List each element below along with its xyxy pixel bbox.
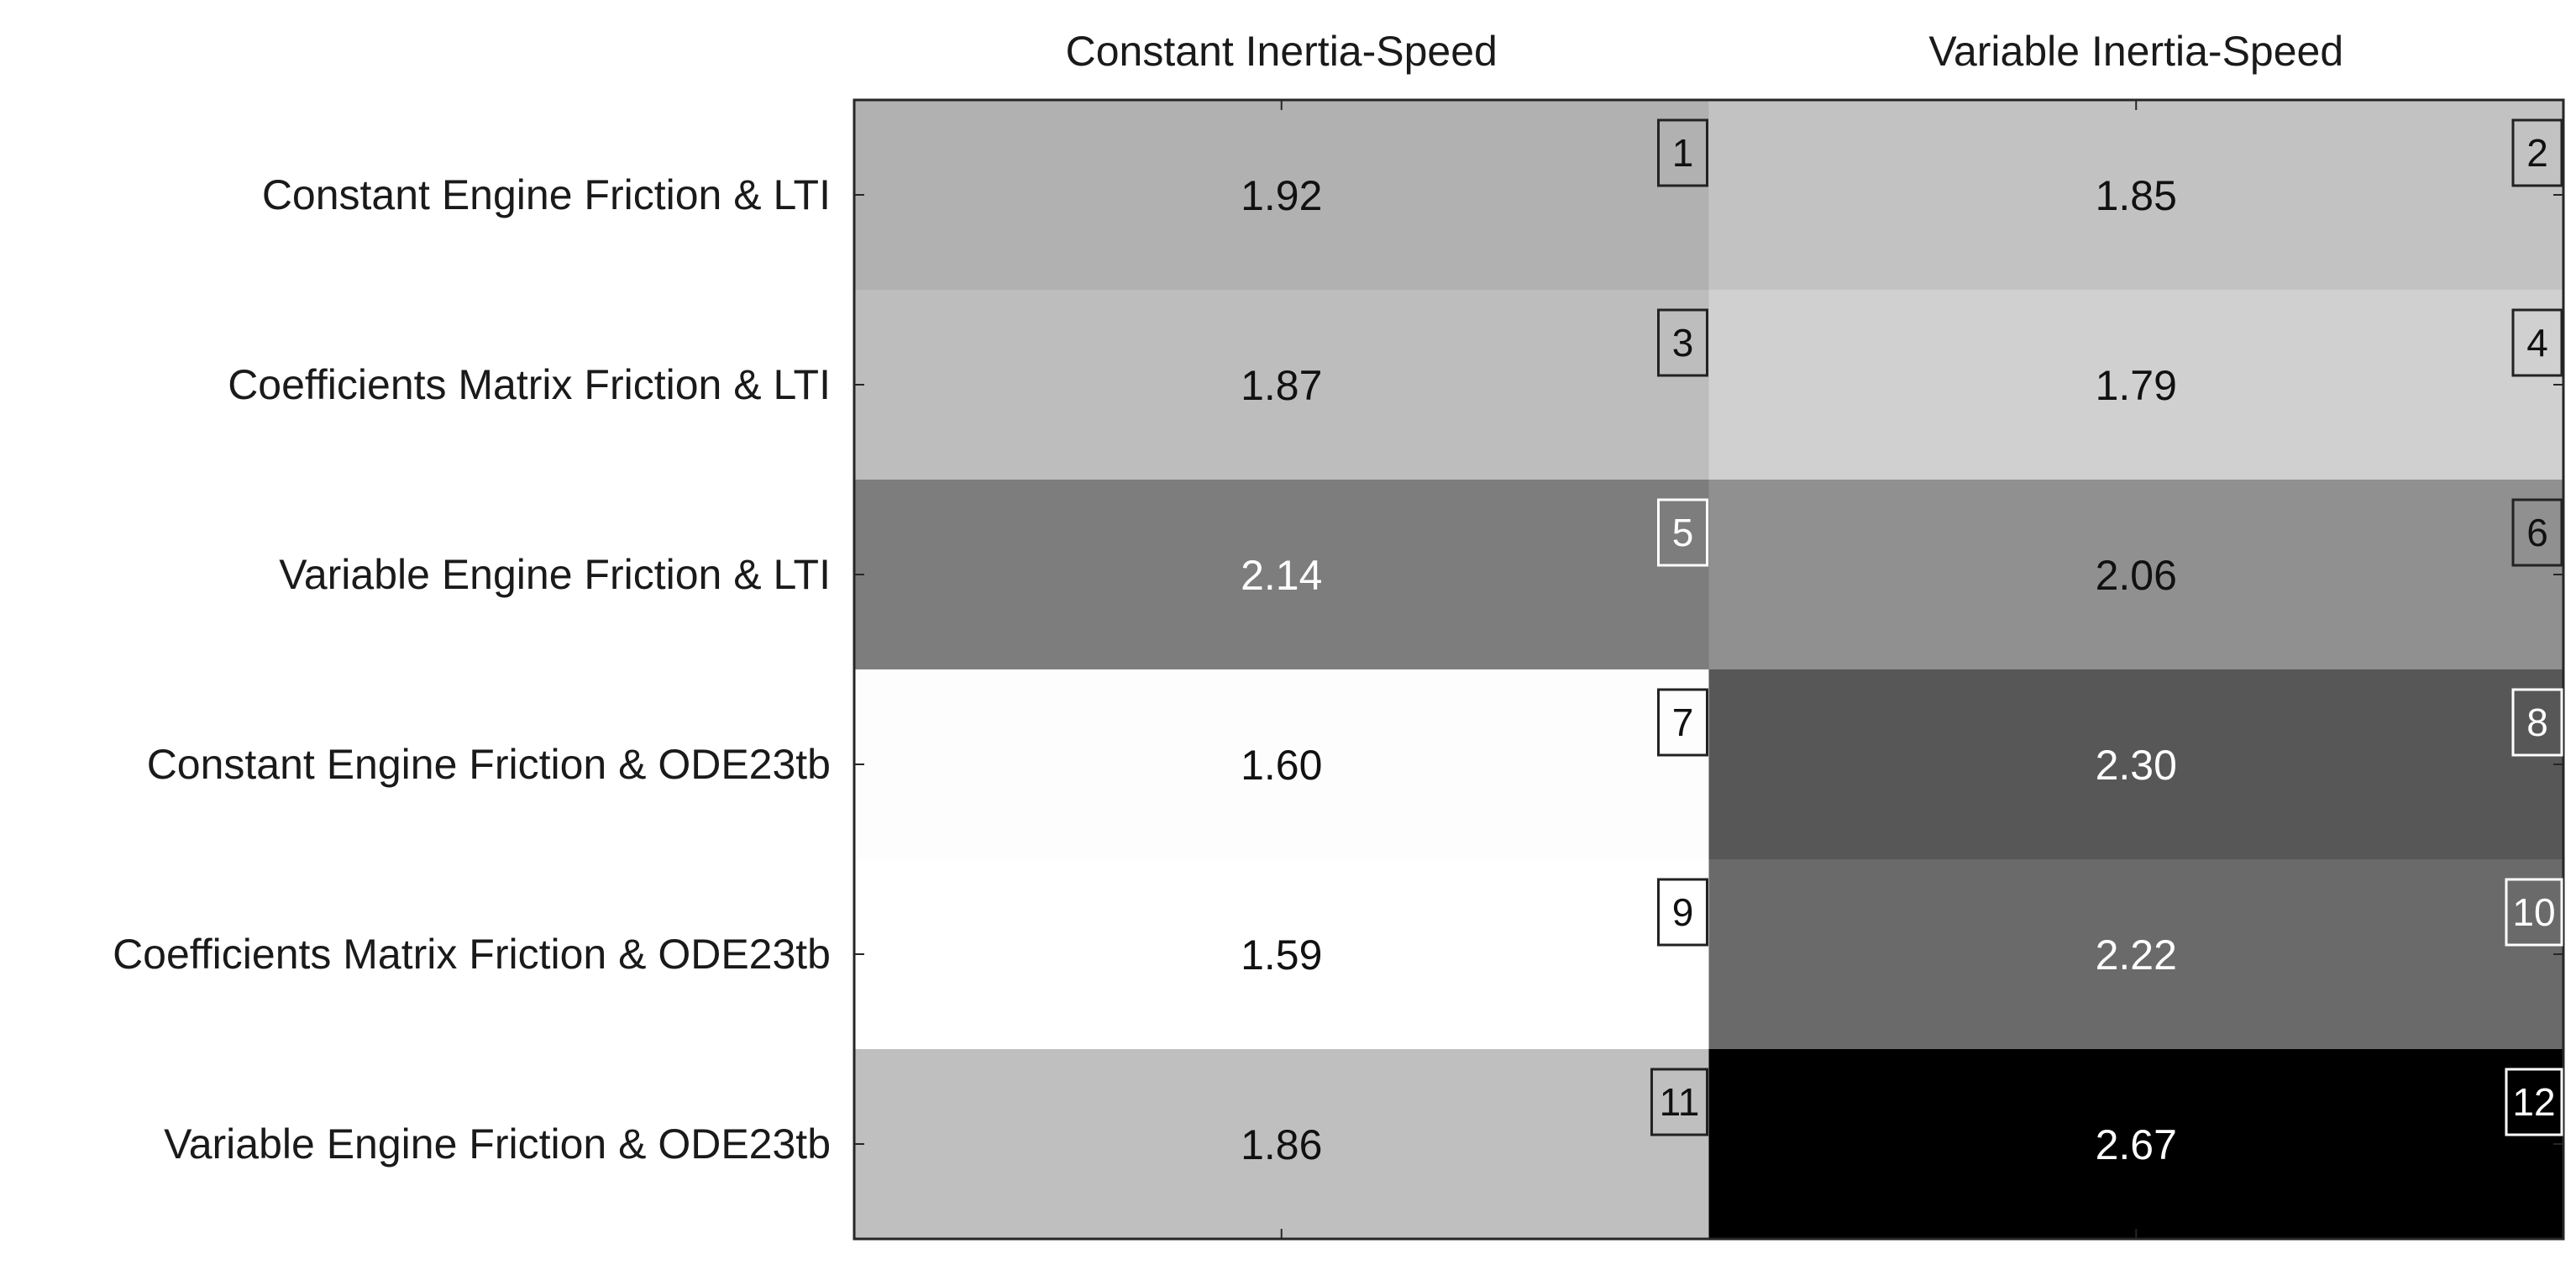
heatmap-cell-r6-c1: [854, 1049, 1709, 1240]
cell-value-r6-c1: 1.86: [1241, 1121, 1322, 1168]
cell-id-badge-r2-c2: [2511, 308, 2563, 377]
cell-id-badge-r3-c2: [2511, 498, 2563, 567]
cell-value-r4-c2: 2.30: [2096, 742, 2177, 789]
cell-id-badge-r4-c2: [2511, 688, 2563, 757]
heatmap-cell-r3-c2: [1708, 480, 2564, 670]
cell-value-r5-c1: 1.59: [1241, 932, 1322, 979]
heatmap-cell-r1-c1: [854, 100, 1709, 291]
cell-id-label-r1-c1: 1: [1672, 131, 1694, 175]
row-label-5: Coefficients Matrix Friction & ODE23tb: [113, 931, 831, 978]
row-labels: Constant Engine Friction & LTI Coefficien…: [113, 171, 831, 1168]
heatmap-cell-r4-c2: [1708, 669, 2564, 860]
cell-id-badge-r3-c1: [1657, 498, 1708, 567]
cell-id-badge-r2-c1: [1657, 308, 1708, 377]
heatmap-cell-r1-c2: [1708, 100, 2564, 291]
column-labels: Constant Inertia-Speed Variable Inertia-S…: [1066, 28, 2344, 75]
cell-value-r6-c2: 2.67: [2096, 1121, 2177, 1168]
row-label-6: Variable Engine Friction & ODE23tb: [164, 1120, 831, 1168]
row-label-2: Coefficients Matrix Friction & LTI: [228, 361, 831, 408]
axis-ticks: [854, 100, 2563, 1239]
cell-id-label-r3-c1: 5: [1672, 511, 1694, 554]
cell-id-label-r1-c2: 2: [2526, 131, 2548, 175]
row-label-4: Constant Engine Friction & ODE23tb: [147, 741, 831, 788]
cell-value-r2-c2: 1.79: [2096, 362, 2177, 409]
heatmap-cell-r3-c1: [854, 480, 1709, 670]
cell-id-label-r2-c1: 3: [1672, 321, 1694, 365]
cell-value-r5-c2: 2.22: [2096, 932, 2177, 979]
heatmap-cell-r5-c1: [854, 859, 1709, 1050]
heatmap-cell-r5-c2: [1708, 859, 2564, 1050]
cell-id-badge-r1-c1: [1657, 118, 1708, 187]
cell-id-badge-r1-c2: [2511, 118, 2563, 187]
column-label-2: Variable Inertia-Speed: [1928, 28, 2343, 75]
cell-values: 1.92 1.85 1.87 1.79 2.14 2.06 1.60 2.30 1.59 2.22…: [1241, 172, 2177, 1168]
cell-value-r3-c2: 2.06: [2096, 552, 2177, 599]
cell-value-r4-c1: 1.60: [1241, 742, 1322, 789]
heatmap-cell-r2-c2: [1708, 290, 2564, 480]
cell-value-r3-c1: 2.14: [1241, 552, 1322, 599]
heatmap-cells: [854, 100, 2564, 1240]
plot-frame: [853, 98, 2565, 1241]
cell-id-label-r5-c2: 10: [2512, 890, 2555, 934]
cell-id-label-r3-c2: 6: [2526, 511, 2548, 554]
cell-value-r1-c2: 1.85: [2096, 172, 2177, 219]
cell-value-r1-c1: 1.92: [1241, 172, 1322, 219]
cell-value-r2-c1: 1.87: [1241, 362, 1322, 409]
cell-id-badge-r6-c1: [1650, 1068, 1708, 1136]
row-label-3: Variable Engine Friction & LTI: [279, 551, 831, 598]
heatmap-cell-r4-c1: [854, 669, 1709, 860]
cell-id-label-r6-c1: 11: [1660, 1080, 1700, 1124]
column-label-1: Constant Inertia-Speed: [1066, 28, 1498, 75]
cell-id-badge-r4-c1: [1657, 688, 1708, 757]
cell-id-label-r2-c2: 4: [2526, 321, 2548, 365]
cell-id-badge-r6-c2: [2505, 1068, 2563, 1136]
cell-id-badge-r5-c2: [2505, 878, 2563, 947]
cell-id-label-r4-c1: 7: [1672, 701, 1694, 744]
cell-id-label-r6-c2: 12: [2512, 1080, 2555, 1124]
cell-id-badge-r5-c1: [1657, 878, 1708, 947]
cell-id-label-r4-c2: 8: [2526, 701, 2548, 744]
row-label-1: Constant Engine Friction & LTI: [262, 171, 831, 218]
cell-id-label-r5-c1: 9: [1672, 890, 1694, 934]
heatmap-cell-r2-c1: [854, 290, 1709, 480]
heatmap-cell-r6-c2: [1708, 1049, 2564, 1240]
